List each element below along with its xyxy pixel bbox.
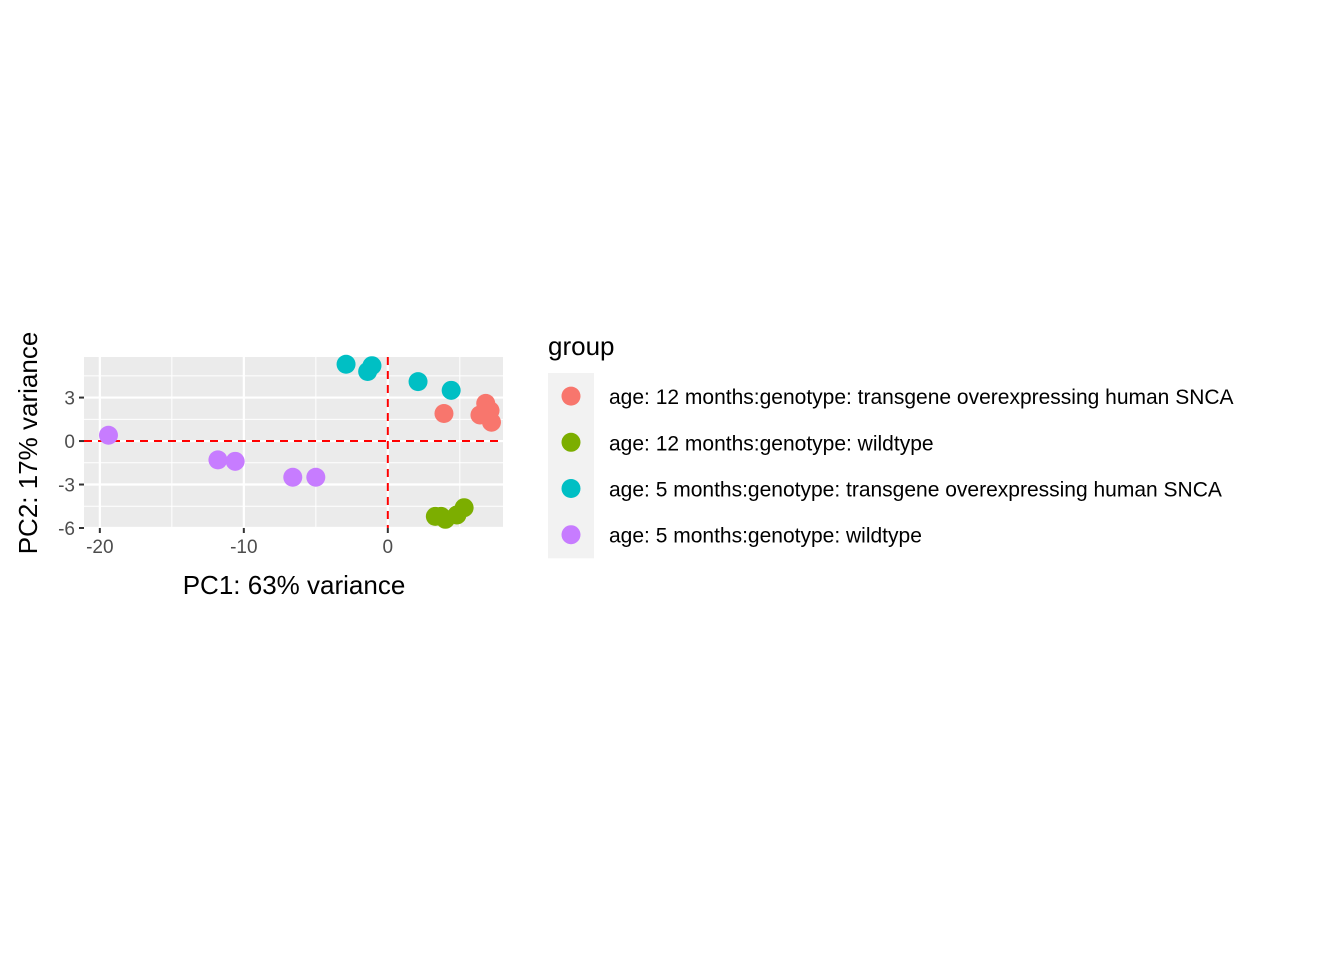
y-tick-label: 0 bbox=[64, 432, 75, 453]
legend-key-swatch bbox=[561, 525, 581, 545]
y-tick-label: 3 bbox=[64, 389, 75, 410]
x-tick-label: -10 bbox=[230, 537, 257, 558]
y-axis-tick-labels: -6 -3 0 3 bbox=[58, 389, 75, 540]
legend-label: age: 5 months:genotype: transgene overex… bbox=[609, 479, 1222, 502]
data-points bbox=[98, 354, 501, 529]
data-point bbox=[454, 498, 474, 518]
legend-key-swatch bbox=[561, 432, 581, 452]
data-point bbox=[434, 404, 454, 424]
axis-ticks bbox=[79, 396, 389, 533]
data-point bbox=[225, 451, 245, 471]
data-point bbox=[208, 450, 228, 470]
grid-minor bbox=[84, 357, 503, 528]
x-axis-title: PC1: 63% variance bbox=[183, 570, 406, 600]
legend-key-swatch bbox=[561, 479, 581, 498]
data-point bbox=[441, 380, 461, 400]
data-point bbox=[336, 354, 356, 374]
x-tick-label: 0 bbox=[383, 537, 394, 558]
data-point bbox=[358, 361, 378, 381]
data-point bbox=[98, 425, 118, 445]
data-point bbox=[481, 412, 501, 432]
legend-key-swatch bbox=[561, 386, 581, 406]
x-tick-label: -20 bbox=[86, 537, 113, 558]
legend-title: group bbox=[548, 331, 615, 361]
legend-label: age: 12 months:genotype: wildtype bbox=[609, 432, 934, 455]
data-point bbox=[408, 372, 428, 392]
data-point bbox=[306, 467, 326, 487]
reference-lines bbox=[84, 357, 503, 528]
data-point bbox=[283, 467, 303, 487]
panel-background bbox=[84, 357, 503, 528]
legend-label: age: 12 months:genotype: transgene overe… bbox=[609, 386, 1234, 409]
x-axis-tick-labels: -20 -10 0 bbox=[86, 537, 393, 558]
y-tick-label: -6 bbox=[58, 519, 75, 540]
y-axis-title: PC2: 17% variance bbox=[13, 332, 43, 555]
legend-items: age: 12 months:genotype: transgene overe… bbox=[548, 373, 1234, 559]
legend-label: age: 5 months:genotype: wildtype bbox=[609, 525, 922, 548]
y-tick-label: -3 bbox=[58, 476, 75, 497]
legend: group age: 12 months:genotype: transgene… bbox=[548, 331, 1234, 559]
